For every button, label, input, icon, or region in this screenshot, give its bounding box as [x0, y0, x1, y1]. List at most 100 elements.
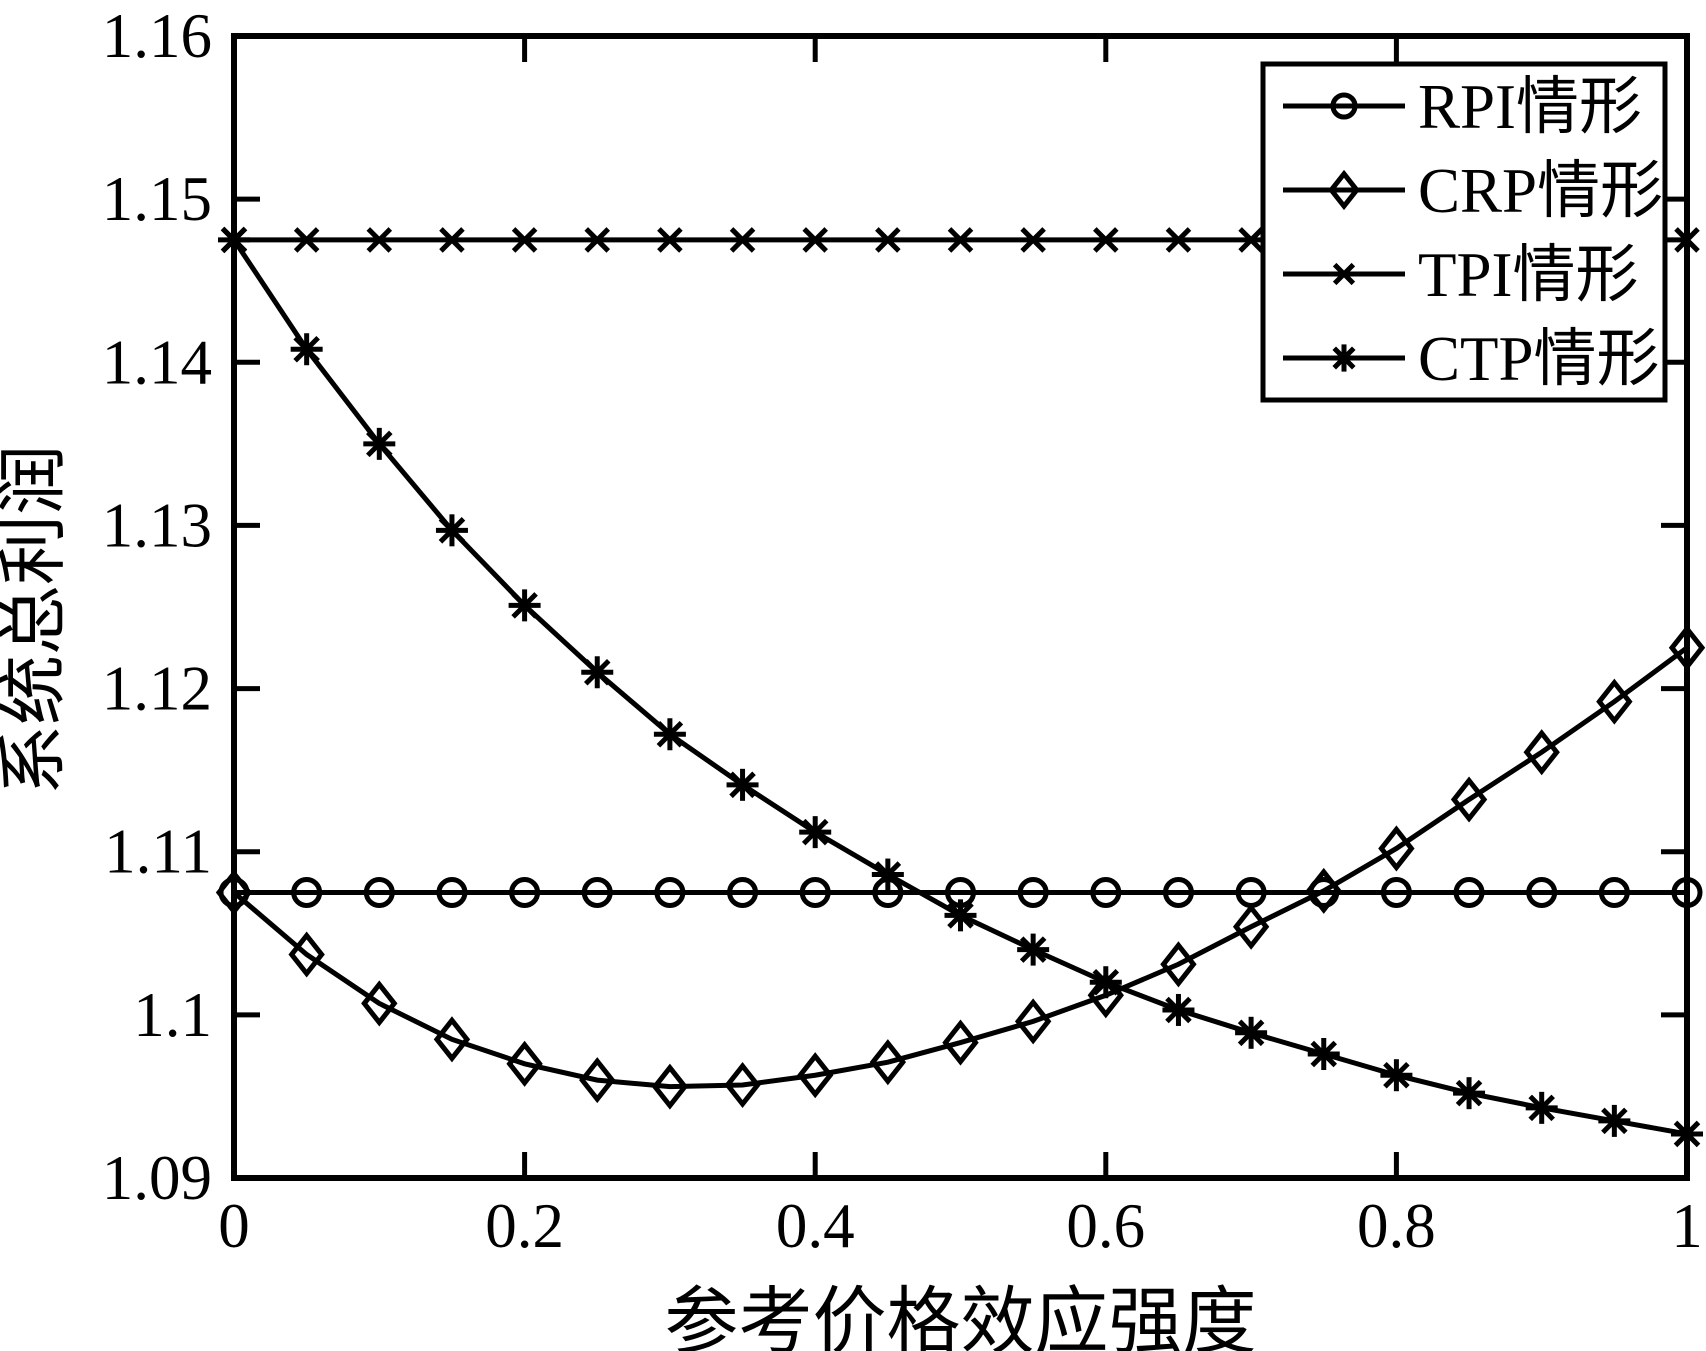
legend-label: CTP情形	[1418, 324, 1660, 394]
diamond-marker-icon	[579, 1057, 616, 1104]
circle-marker-icon	[1598, 877, 1630, 908]
y-tick-label: 1.1	[133, 980, 212, 1050]
diamond-marker-icon	[1305, 867, 1342, 914]
x-tick-label: 0.2	[485, 1191, 564, 1261]
asterisk-marker-icon	[1165, 996, 1192, 1024]
x-marker-icon	[657, 227, 683, 253]
asterisk-marker-icon	[1019, 936, 1047, 963]
x-marker-icon	[366, 227, 393, 253]
x-tick-label: 0	[218, 1191, 250, 1261]
circle-marker-icon	[1162, 877, 1194, 908]
circle-marker-icon	[1330, 92, 1358, 120]
diamond-marker-icon	[361, 980, 398, 1027]
x-marker-icon	[584, 227, 611, 253]
circle-marker-icon	[654, 877, 686, 908]
circle-marker-icon	[291, 877, 323, 908]
diamond-marker-icon	[1328, 169, 1360, 211]
asterisk-marker-icon	[1237, 1019, 1265, 1047]
circle-marker-icon	[363, 877, 395, 908]
circle-marker-icon	[799, 877, 831, 908]
circle-marker-icon	[1090, 877, 1122, 908]
diamond-marker-icon	[651, 1063, 689, 1110]
y-tick-label: 1.13	[102, 490, 212, 560]
diamond-marker-icon	[1668, 624, 1706, 671]
legend-item-tpi: TPI情形	[1283, 240, 1639, 310]
legend-box	[1260, 61, 1668, 403]
y-tick-label: 1.15	[102, 164, 212, 234]
asterisk-marker-icon	[947, 902, 974, 929]
y-tick-label: 1.11	[104, 817, 212, 887]
asterisk-marker-icon	[511, 592, 538, 619]
legend-label: TPI情形	[1418, 240, 1639, 310]
circle-marker-icon	[1453, 877, 1485, 908]
asterisk-marker-icon	[1383, 1061, 1410, 1089]
diamond-marker-icon	[869, 1039, 907, 1086]
circle-marker-icon	[1526, 877, 1558, 908]
x-tick-label: 1	[1671, 1191, 1703, 1261]
asterisk-marker-icon	[366, 430, 393, 458]
legend-label: CRP情形	[1418, 156, 1663, 226]
asterisk-marker-icon	[874, 861, 902, 888]
circle-marker-icon	[436, 877, 468, 908]
y-tick-label: 1.16	[102, 1, 212, 71]
x-tick-label: 0.6	[1066, 1191, 1145, 1261]
asterisk-marker-icon	[1092, 968, 1120, 996]
y-tick-label: 1.09	[102, 1143, 212, 1213]
x-tick-label: 0.4	[776, 1191, 855, 1261]
diamond-marker-icon	[942, 1019, 979, 1066]
x-marker-icon	[1165, 227, 1192, 253]
y-tick-label: 1.12	[102, 654, 212, 724]
series-crp	[215, 624, 1706, 1110]
x-marker-icon	[511, 227, 538, 253]
asterisk-marker-icon	[438, 517, 466, 544]
asterisk-marker-icon	[1528, 1094, 1555, 1122]
circle-marker-icon	[581, 877, 613, 908]
asterisk-marker-icon	[729, 771, 756, 799]
diamond-marker-icon	[1450, 776, 1488, 823]
x-marker-icon	[439, 227, 465, 253]
x-marker-icon	[947, 227, 974, 253]
series-crp-line	[232, 645, 1689, 1090]
diamond-marker-icon	[1596, 678, 1633, 725]
circle-marker-icon	[1017, 877, 1049, 908]
diamond-marker-icon	[724, 1061, 761, 1109]
series-ctp	[218, 223, 1703, 1150]
circle-marker-icon	[1671, 877, 1703, 908]
diamond-marker-icon	[1014, 998, 1052, 1045]
diamond-marker-icon	[288, 931, 325, 978]
x-marker-icon	[1238, 227, 1264, 253]
diamond-marker-icon	[506, 1040, 543, 1087]
y-tick-label: 1.14	[102, 327, 212, 397]
x-tick-label: 0.8	[1357, 1191, 1436, 1261]
legend-item-crp: CRP情形	[1283, 156, 1663, 226]
circle-marker-icon	[509, 877, 541, 908]
x-marker-icon	[1020, 227, 1046, 253]
x-marker-icon	[1093, 227, 1119, 253]
diamond-marker-icon	[1378, 825, 1415, 872]
legend-label: RPI情形	[1418, 72, 1642, 142]
legend-item-rpi: RPI情形	[1283, 72, 1642, 142]
asterisk-marker-icon	[583, 658, 611, 686]
x-marker-icon	[802, 227, 828, 253]
circle-marker-icon	[727, 877, 759, 908]
asterisk-marker-icon	[1673, 1120, 1701, 1148]
plot-border	[231, 33, 1690, 1181]
asterisk-marker-icon	[801, 818, 829, 846]
diamond-marker-icon	[797, 1052, 834, 1099]
x-marker-icon	[729, 227, 756, 253]
asterisk-marker-icon	[656, 720, 684, 748]
legend-item-ctp: CTP情形	[1283, 324, 1660, 394]
x-marker-icon	[1332, 262, 1356, 286]
asterisk-marker-icon	[1310, 1040, 1338, 1068]
diamond-marker-icon	[1523, 729, 1560, 776]
asterisk-marker-icon	[293, 335, 320, 363]
x-marker-icon	[875, 227, 901, 253]
x-marker-icon	[1674, 227, 1700, 253]
x-marker-icon	[293, 227, 320, 253]
diamond-marker-icon	[1232, 903, 1270, 950]
diamond-marker-icon	[1160, 941, 1197, 988]
asterisk-marker-icon	[220, 226, 248, 254]
x-axis-label: 参考价格效应强度	[664, 1282, 1257, 1351]
